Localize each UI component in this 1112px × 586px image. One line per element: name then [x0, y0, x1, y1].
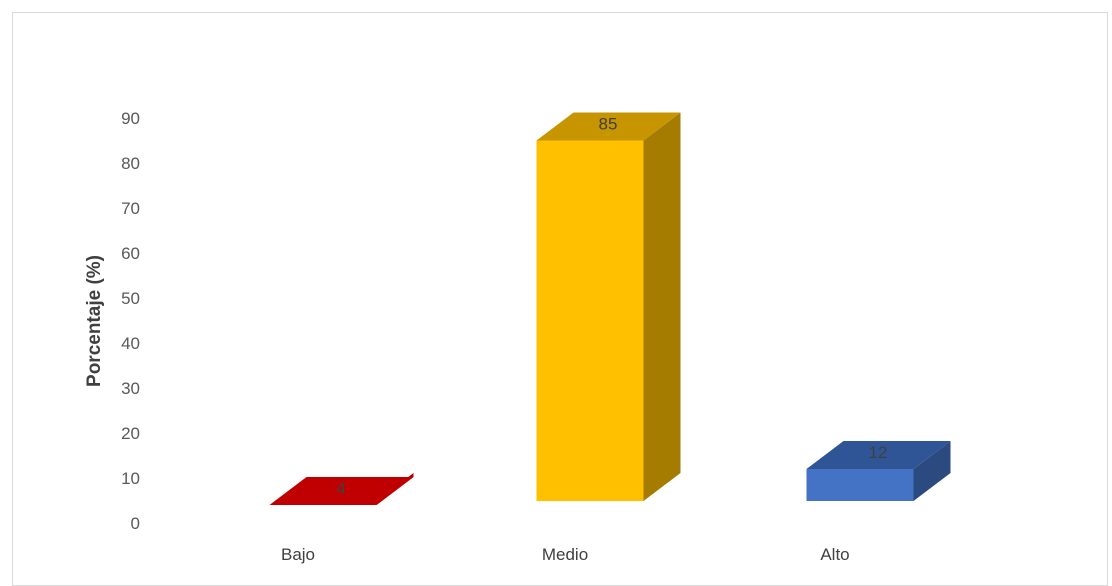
- y-tick-label: 20: [121, 424, 140, 443]
- y-axis-ticks: 0 10 20 30 40 50 60 70 80 90: [121, 109, 140, 533]
- y-tick-label: 0: [131, 514, 140, 533]
- bar-front-face: [537, 141, 644, 502]
- y-tick-label: 80: [121, 154, 140, 173]
- y-tick-label: 50: [121, 289, 140, 308]
- y-tick-label: 30: [121, 379, 140, 398]
- data-label: 4: [336, 479, 345, 498]
- x-tick-label: Alto: [820, 545, 849, 564]
- bar-side-face: [644, 113, 681, 502]
- bar-medio: [537, 113, 681, 502]
- x-tick-label: Bajo: [281, 545, 315, 564]
- bars: [270, 113, 951, 506]
- y-tick-label: 60: [121, 244, 140, 263]
- x-tick-label: Medio: [542, 545, 588, 564]
- data-label: 85: [599, 115, 618, 134]
- y-tick-label: 70: [121, 199, 140, 218]
- data-label: 12: [869, 443, 888, 462]
- x-axis-labels: Bajo Medio Alto: [281, 545, 850, 564]
- y-tick-label: 40: [121, 334, 140, 353]
- bar-front-face: [807, 469, 914, 501]
- y-axis-title: Porcentaje (%): [84, 255, 105, 387]
- y-tick-label: 10: [121, 469, 140, 488]
- y-tick-label: 90: [121, 109, 140, 128]
